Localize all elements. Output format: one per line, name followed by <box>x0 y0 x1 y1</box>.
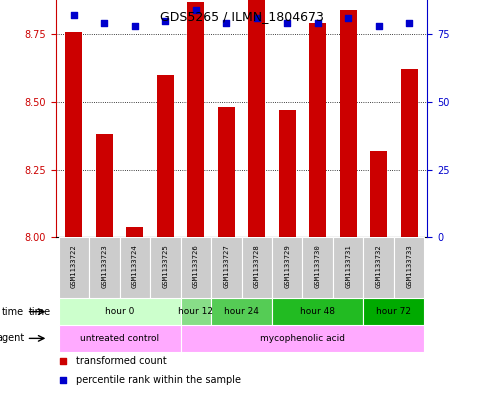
Point <box>344 15 352 21</box>
Text: agent: agent <box>0 333 24 343</box>
Bar <box>120 237 150 298</box>
Bar <box>401 70 417 237</box>
Text: GSM1133730: GSM1133730 <box>315 245 321 288</box>
Point <box>314 20 322 27</box>
Text: percentile rank within the sample: percentile rank within the sample <box>76 375 241 385</box>
Bar <box>211 237 242 298</box>
Bar <box>211 298 272 325</box>
Bar <box>279 110 296 237</box>
Point <box>375 23 383 29</box>
Point <box>70 12 78 18</box>
Bar <box>181 298 211 325</box>
Bar <box>58 325 181 352</box>
Point <box>284 20 291 27</box>
Text: hour 24: hour 24 <box>224 307 259 316</box>
Point <box>253 15 261 21</box>
Text: GSM1133727: GSM1133727 <box>223 245 229 288</box>
Bar <box>127 226 143 237</box>
Point <box>59 376 67 383</box>
Point <box>59 358 67 364</box>
Bar <box>66 31 82 237</box>
Point <box>131 23 139 29</box>
Bar <box>333 237 363 298</box>
Text: mycophenolic acid: mycophenolic acid <box>260 334 345 343</box>
Bar <box>363 237 394 298</box>
Text: GSM1133722: GSM1133722 <box>71 245 77 288</box>
Bar <box>58 237 89 298</box>
Point <box>161 18 169 24</box>
Bar <box>363 298 425 325</box>
Bar <box>218 107 235 237</box>
Bar <box>96 134 113 237</box>
Bar <box>394 237 425 298</box>
Bar <box>242 237 272 298</box>
Text: time: time <box>28 307 51 317</box>
Text: hour 48: hour 48 <box>300 307 335 316</box>
Bar <box>58 298 181 325</box>
Bar <box>187 2 204 237</box>
Bar <box>309 24 326 237</box>
Bar <box>340 10 356 237</box>
Text: GSM1133723: GSM1133723 <box>101 245 107 288</box>
Text: GSM1133729: GSM1133729 <box>284 245 290 288</box>
Bar <box>181 325 425 352</box>
Text: GSM1133732: GSM1133732 <box>376 245 382 288</box>
Text: transformed count: transformed count <box>76 356 167 366</box>
Text: GSM1133726: GSM1133726 <box>193 245 199 288</box>
Bar <box>89 237 120 298</box>
Text: untreated control: untreated control <box>80 334 159 343</box>
Bar <box>157 75 174 237</box>
Bar <box>181 237 211 298</box>
Point <box>222 20 230 27</box>
Bar <box>272 298 363 325</box>
Point <box>405 20 413 27</box>
Bar <box>150 237 181 298</box>
Text: GSM1133725: GSM1133725 <box>162 245 168 288</box>
Text: hour 12: hour 12 <box>178 307 213 316</box>
Bar <box>302 237 333 298</box>
Text: GSM1133733: GSM1133733 <box>406 245 412 288</box>
Text: GSM1133724: GSM1133724 <box>132 245 138 288</box>
Text: hour 72: hour 72 <box>376 307 412 316</box>
Text: time: time <box>2 307 24 317</box>
Text: GSM1133728: GSM1133728 <box>254 245 260 288</box>
Bar <box>248 0 265 237</box>
Point <box>100 20 108 27</box>
Text: GSM1133731: GSM1133731 <box>345 245 351 288</box>
Bar <box>272 237 302 298</box>
Text: hour 0: hour 0 <box>105 307 134 316</box>
Text: GDS5265 / ILMN_1804673: GDS5265 / ILMN_1804673 <box>159 10 324 23</box>
Bar <box>370 151 387 237</box>
Point <box>192 7 199 13</box>
